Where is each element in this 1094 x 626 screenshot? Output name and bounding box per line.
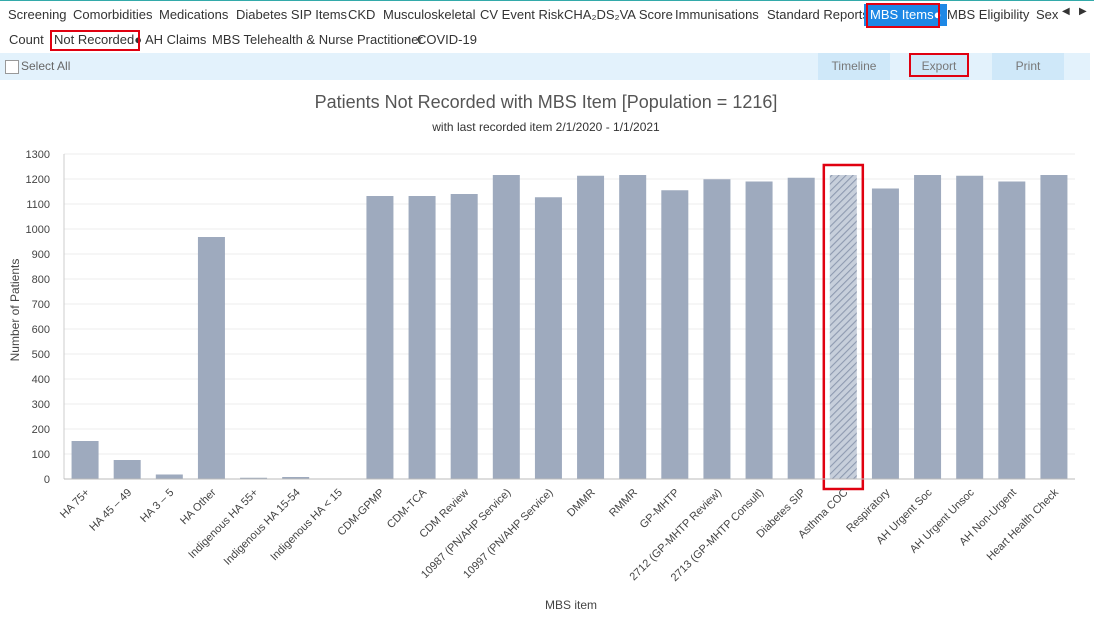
tab-screening[interactable]: Screening [8,7,67,22]
scroll-left-arrow-icon[interactable]: ◀ [1062,6,1070,17]
scroll-right-arrow-icon[interactable]: ▶ [1079,6,1087,17]
subtab-ah-claims[interactable]: AH Claims [145,32,207,47]
y-tick-label: 700 [32,299,50,311]
highlight-box-not-recorded [50,30,140,51]
x-tick-label: RMMR [607,487,640,520]
bar-asthma-coc[interactable] [829,175,857,479]
bar-heart-health-check[interactable] [1040,175,1068,479]
tab-cha2ds2va-score[interactable]: CHA₂DS₂VA Score [564,7,673,22]
bar-diabetes-sip[interactable] [787,177,815,479]
x-tick-label: DMMR [565,487,598,520]
x-axis-ticks: HA 75+HA 45 – 49 HA 3 – 5 HA OtherIndigeno… [58,486,1061,584]
x-tick-label: Indigenous HA < 15 [268,487,345,564]
tab-ckd[interactable]: CKD [348,7,376,22]
chart-subtitle: with last recorded item 2/1/2020 - 1/1/2… [431,120,660,134]
tab-mbs-items[interactable]: MBS Items● [864,4,948,26]
x-tick-label: Indigenous HA 55+ [186,487,260,561]
highlight-box-mbs-items [866,3,940,28]
bar-gp-mhtp[interactable] [661,190,689,479]
bar-ha-45-49[interactable] [113,460,141,479]
bar-2713-gp-mhtp-consult[interactable] [745,181,773,480]
x-tick-label: GP-MHTP [638,487,682,531]
tab-standard-reports[interactable]: Standard Reports [767,7,869,22]
y-tick-label: 300 [32,399,50,411]
highlight-box-asthma-coc [822,163,865,491]
bar-2712-gp-mhtp-review[interactable] [703,179,731,479]
bar-ah-non-urgent[interactable] [998,181,1026,480]
bar-ah-urgent-soc[interactable] [914,175,942,479]
y-tick-label: 1300 [26,149,50,161]
tab-diabetes-sip[interactable]: Diabetes SIP Items [236,7,348,22]
x-tick-label: CDM-TCA [385,486,430,531]
bar-indigenous-ha-15-54[interactable] [282,477,310,479]
y-tick-label: 500 [32,349,50,361]
x-tick-label: HA 3 – 5 [138,487,176,525]
y-tick-label: 400 [32,374,50,386]
tab-medications[interactable]: Medications [159,7,229,22]
subtab-not-recorded[interactable]: Not Recorded● [54,32,143,47]
bar-cdm-review[interactable] [450,194,478,479]
x-tick-label: 10997 (PN/AHP Service) [461,487,555,581]
highlight-box-export [909,53,969,77]
bar-10997-pn-ahp-service[interactable] [534,197,562,479]
y-tick-label: 1000 [26,224,50,236]
tab-sexual[interactable]: Sexual [1036,7,1058,22]
subtab-count[interactable]: Count [9,32,44,47]
tab-musculoskeletal[interactable]: Musculoskeletal [383,7,476,22]
select-all-checkbox[interactable] [5,60,19,74]
x-tick-label: HA 45 – 49 [87,487,134,534]
bar-rmmr[interactable] [619,175,647,479]
x-axis-label: MBS item [545,598,597,612]
subtab-covid-19[interactable]: COVID-19 [417,32,477,47]
tab-cv-event-risk[interactable]: CV Event Risk [480,7,564,22]
bar-respiratory[interactable] [871,188,899,480]
bar-chart: Patients Not Recorded with MBS Item [Pop… [8,92,1075,612]
print-button[interactable]: Print [992,53,1064,80]
y-tick-label: 0 [44,474,50,486]
bar-ha-75[interactable] [71,441,99,479]
y-tick-label: 1200 [26,174,50,186]
tab-immunisations[interactable]: Immunisations [675,7,759,22]
y-axis-ticks: 0 100 200 300 400 500 600 700 800 900 1000 1100 1200… [26,149,50,486]
toolbar: Select All Timeline Export Print [0,53,1090,80]
select-all-label[interactable]: Select All [21,59,71,73]
bar-indigenous-ha-55[interactable] [240,477,268,479]
bar-ha-other[interactable] [197,237,225,479]
y-tick-label: 600 [32,324,50,336]
timeline-button[interactable]: Timeline [818,53,890,80]
y-axis-label: Number of Patients [8,259,22,362]
bar-10987-pn-ahp-service[interactable] [492,175,520,479]
grid-lines [64,153,1075,455]
main-tab-bar: Screening Comorbidities Medications Diab… [0,0,1094,29]
x-tick-label: Indigenous HA 15-54 [222,487,303,568]
x-tick-label: HA 75+ [58,487,92,521]
bar-ha-3-5[interactable] [155,474,183,480]
y-tick-label: 900 [32,249,50,261]
chart-title: Patients Not Recorded with MBS Item [Pop… [315,92,778,112]
y-tick-label: 200 [32,424,50,436]
tab-comorbidities[interactable]: Comorbidities [73,7,153,22]
subtab-mbs-telehealth[interactable]: MBS Telehealth & Nurse Practitioner [212,32,423,47]
y-tick-label: 100 [32,449,50,461]
bar-dmmr[interactable] [577,175,605,479]
bar-cdm-tca[interactable] [408,196,436,479]
x-tick-label: Heart Health Check [985,486,1062,563]
bar-cdm-gpmp[interactable] [366,196,394,479]
bar-ah-urgent-unsoc[interactable] [956,175,984,479]
tab-mbs-eligibility[interactable]: MBS Eligibility [947,7,1030,22]
bars [71,163,1068,491]
y-tick-label: 800 [32,274,50,286]
x-tick-label: HA Other [178,486,219,527]
y-tick-label: 1100 [26,199,50,211]
